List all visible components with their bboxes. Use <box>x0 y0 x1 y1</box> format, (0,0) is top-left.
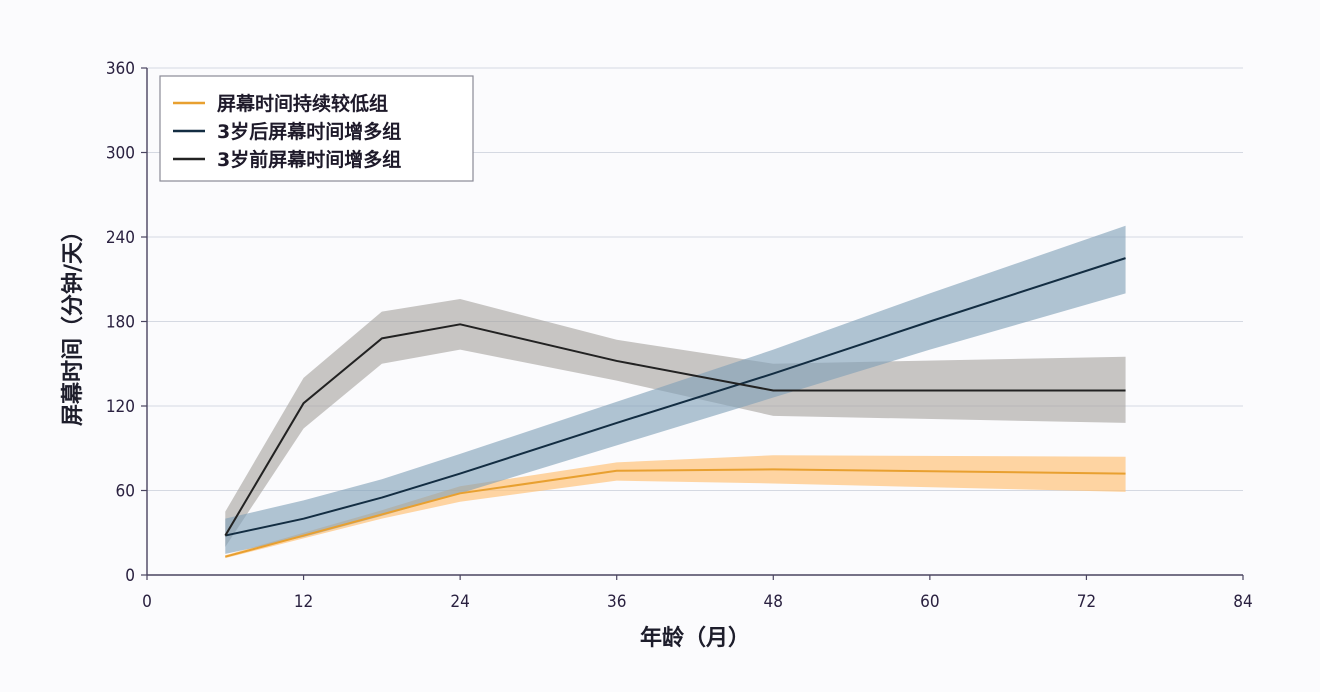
x-tick-label: 60 <box>920 592 939 612</box>
x-tick-label: 36 <box>607 592 626 612</box>
series-line <box>224 323 1126 537</box>
series-line <box>225 468 1126 558</box>
legend-label: 3岁后屏幕时间增多组 <box>217 120 401 143</box>
y-tick-label: 240 <box>106 228 135 248</box>
y-tick-label: 60 <box>116 482 135 502</box>
series-line <box>225 257 1126 537</box>
y-tick-label: 180 <box>106 313 135 333</box>
y-tick-label: 360 <box>106 59 135 79</box>
x-tick-label: 48 <box>764 592 783 612</box>
legend: 屏幕时间持续较低组 3岁后屏幕时间增多组 3岁前屏幕时间增多组 <box>159 75 474 182</box>
x-tick-label: 0 <box>142 592 152 612</box>
x-tick-label: 84 <box>1233 592 1252 612</box>
x-tick-label: 24 <box>450 592 469 612</box>
y-tick-label: 120 <box>106 397 135 417</box>
legend-box <box>159 75 474 182</box>
y-axis-title: 屏幕时间（分钟/天） <box>60 220 86 426</box>
legend-label: 屏幕时间持续较低组 <box>217 92 388 115</box>
axes: 0 60 120 180 240 300 360 0 12 24 36 48 60 72 84 <box>106 59 1253 612</box>
confidence-band <box>225 455 1126 559</box>
confidence-bands <box>225 225 1126 559</box>
y-tick-label: 300 <box>106 144 135 164</box>
series-lines <box>224 257 1126 558</box>
x-tick-label: 72 <box>1077 592 1096 612</box>
y-tick-label: 0 <box>125 566 135 586</box>
x-axis-title: 年龄（月） <box>640 625 750 651</box>
x-tick-label: 12 <box>294 592 313 612</box>
legend-label: 3岁前屏幕时间增多组 <box>217 148 401 171</box>
confidence-band <box>225 225 1126 554</box>
